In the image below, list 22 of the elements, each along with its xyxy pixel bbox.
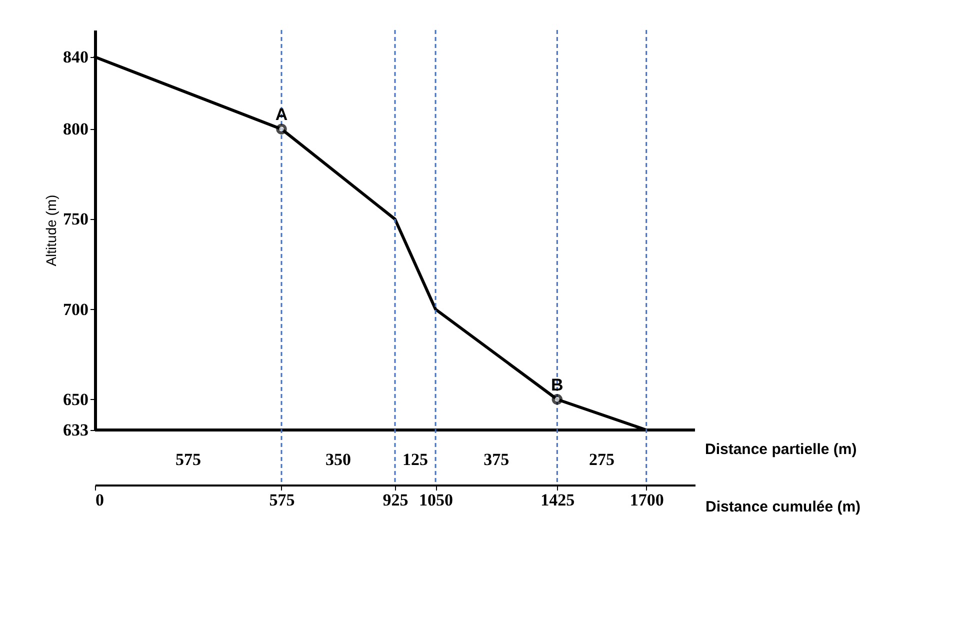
y-tick-label: 750 bbox=[63, 210, 88, 229]
text: 375 bbox=[484, 450, 510, 469]
text: 575 bbox=[175, 450, 201, 469]
y-axis-title: Altitude (m) bbox=[43, 194, 59, 266]
x-tick-label: 0 bbox=[96, 490, 104, 510]
text: 125 bbox=[402, 450, 428, 469]
x-tick-label: 1700 bbox=[630, 490, 664, 510]
text: 350 bbox=[325, 450, 351, 469]
y-tick-label: 650 bbox=[63, 390, 88, 409]
x-tick-label: 1050 bbox=[419, 490, 454, 510]
x-tick-label: 1425 bbox=[540, 490, 575, 510]
text: 275 bbox=[589, 450, 615, 469]
y-tick-label: 633 bbox=[63, 420, 88, 440]
x-tick-label: 925 bbox=[382, 490, 408, 510]
text: Distance partielle (m) bbox=[705, 441, 857, 458]
x-tick-label: 575 bbox=[269, 490, 295, 510]
x-axis-title: Distance cumulée (m) bbox=[706, 498, 861, 516]
annotation: B bbox=[551, 375, 564, 394]
y-tick-label: 700 bbox=[63, 300, 88, 319]
y-tick-label: 800 bbox=[63, 120, 88, 139]
y-tick-label: 840 bbox=[63, 48, 88, 67]
annotation: A bbox=[275, 105, 288, 124]
